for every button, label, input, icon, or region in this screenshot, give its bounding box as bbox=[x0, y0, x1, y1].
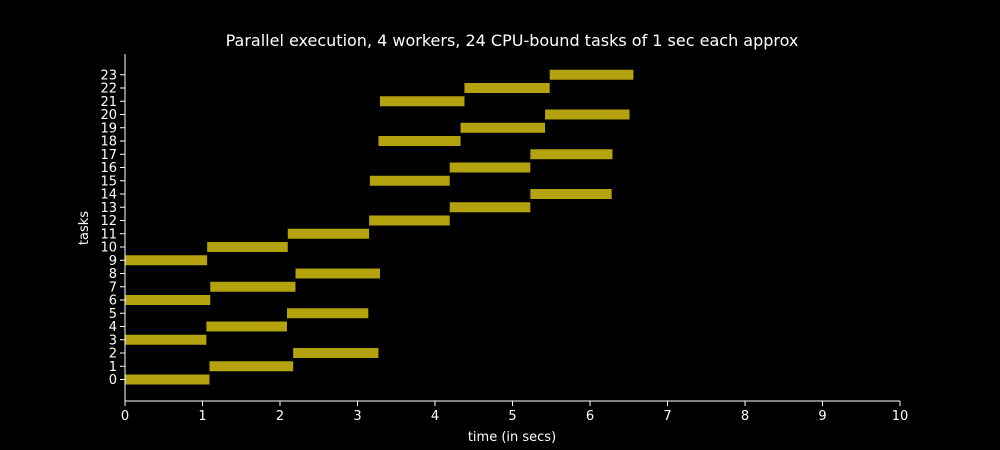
x-axis-label: time (in secs) bbox=[468, 430, 556, 445]
task-bar-21 bbox=[379, 96, 465, 107]
task-bar-10 bbox=[207, 242, 288, 252]
y-tick-label: 23 bbox=[100, 68, 117, 83]
y-tick-label: 7 bbox=[109, 280, 117, 295]
bars-group bbox=[125, 69, 634, 385]
y-axis-label: tasks bbox=[77, 211, 92, 245]
y-tick-label: 4 bbox=[109, 320, 117, 335]
x-tick-label: 0 bbox=[121, 409, 129, 424]
task-bar-20 bbox=[545, 109, 630, 120]
y-tick-label: 20 bbox=[100, 108, 117, 123]
y-tick-label: 2 bbox=[109, 347, 117, 362]
task-bar-1 bbox=[209, 361, 294, 372]
y-tick-label: 13 bbox=[100, 201, 117, 216]
task-bar-11 bbox=[287, 228, 370, 239]
task-bar-12 bbox=[369, 215, 450, 226]
x-tick-label: 7 bbox=[663, 409, 671, 424]
task-bar-13 bbox=[449, 202, 531, 213]
x-tick-label: 10 bbox=[892, 409, 909, 424]
x-tick-label: 8 bbox=[741, 409, 749, 424]
task-bar-17 bbox=[530, 149, 613, 160]
y-tick-label: 6 bbox=[109, 294, 117, 309]
y-tick-label: 0 bbox=[109, 373, 117, 388]
task-bar-2 bbox=[293, 348, 379, 358]
y-tick-label: 14 bbox=[100, 188, 117, 203]
task-bar-16 bbox=[449, 162, 531, 173]
task-bar-22 bbox=[464, 83, 550, 93]
y-tick-label: 18 bbox=[100, 135, 117, 150]
task-bar-9 bbox=[125, 255, 208, 266]
y-tick-label: 10 bbox=[100, 241, 117, 256]
y-tick-label: 9 bbox=[109, 254, 117, 269]
y-tick-label: 12 bbox=[100, 214, 117, 229]
x-tick-label: 9 bbox=[818, 409, 826, 424]
task-bar-7 bbox=[210, 281, 296, 292]
task-bar-3 bbox=[125, 334, 207, 345]
y-tick-label: 19 bbox=[100, 121, 117, 136]
task-bar-18 bbox=[378, 136, 461, 146]
chart-title: Parallel execution, 4 workers, 24 CPU-bo… bbox=[226, 31, 799, 50]
x-tick-label: 3 bbox=[353, 409, 361, 424]
x-tick-label: 6 bbox=[586, 409, 594, 424]
y-tick-label: 5 bbox=[109, 307, 117, 322]
y-tick-label: 16 bbox=[100, 161, 117, 176]
task-bar-8 bbox=[295, 268, 380, 279]
x-tick-label: 1 bbox=[198, 409, 206, 424]
task-bar-19 bbox=[460, 122, 546, 133]
y-tick-label: 1 bbox=[109, 360, 117, 375]
x-tick-label: 5 bbox=[508, 409, 516, 424]
task-bar-5 bbox=[286, 308, 369, 319]
x-tick-label: 4 bbox=[431, 409, 439, 424]
y-tick-label: 11 bbox=[100, 227, 117, 242]
y-tick-label: 3 bbox=[109, 333, 117, 348]
task-bar-14 bbox=[530, 189, 612, 199]
y-tick-label: 17 bbox=[100, 148, 117, 163]
task-bar-6 bbox=[125, 295, 211, 305]
task-bar-15 bbox=[369, 175, 450, 186]
y-tick-label: 8 bbox=[109, 267, 117, 282]
x-tick-label: 2 bbox=[276, 409, 284, 424]
y-tick-label: 15 bbox=[100, 174, 117, 189]
y-tick-label: 21 bbox=[100, 95, 117, 110]
task-bar-0 bbox=[125, 374, 210, 385]
task-bar-23 bbox=[549, 69, 634, 80]
y-tick-label: 22 bbox=[100, 82, 117, 97]
task-bar-4 bbox=[206, 321, 287, 332]
x-ticks-group: 0 1 2 3 4 5 6 7 8 9 10 bbox=[121, 401, 908, 424]
